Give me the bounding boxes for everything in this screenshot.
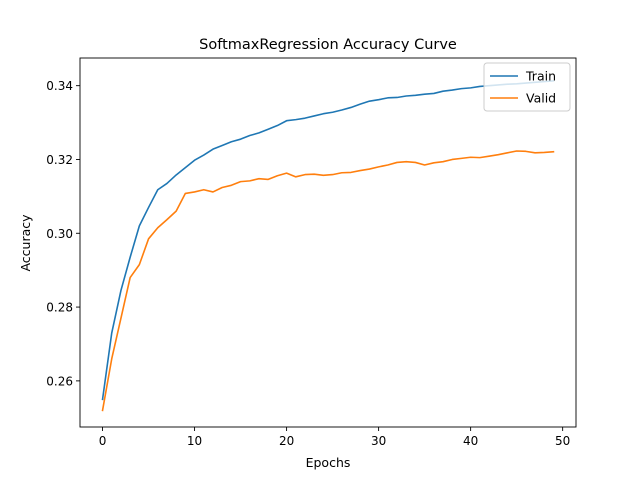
legend: Train Valid: [483, 62, 571, 112]
y-tick-label: 0.32: [46, 153, 73, 167]
x-tick-label: 40: [463, 434, 478, 448]
x-tick-label: 50: [555, 434, 570, 448]
y-axis: 0.26 0.28 0.30 0.32 0.34: [46, 79, 80, 388]
legend-label-train: Train: [525, 69, 556, 84]
y-tick-label: 0.34: [46, 79, 73, 93]
legend-label-valid: Valid: [526, 91, 556, 106]
y-tick-label: 0.26: [46, 374, 73, 388]
legend-box: [483, 62, 571, 112]
y-tick-label: 0.30: [46, 227, 73, 241]
series-line-valid: [101, 150, 555, 412]
x-tick-label: 30: [371, 434, 386, 448]
x-tick-label: 20: [279, 434, 294, 448]
plot-frame: [79, 57, 577, 428]
chart-title: SoftmaxRegression Accuracy Curve: [199, 37, 457, 53]
x-axis: 0 10 20 30 40 50: [99, 427, 570, 448]
x-tick-label: 10: [187, 434, 202, 448]
y-axis-label: Accuracy: [18, 214, 33, 272]
y-tick-label: 0.28: [46, 301, 73, 315]
plot-area: [79, 57, 577, 428]
x-tick-label: 0: [99, 434, 107, 448]
series-line-train: [101, 80, 555, 401]
x-axis-label: Epochs: [306, 455, 351, 470]
